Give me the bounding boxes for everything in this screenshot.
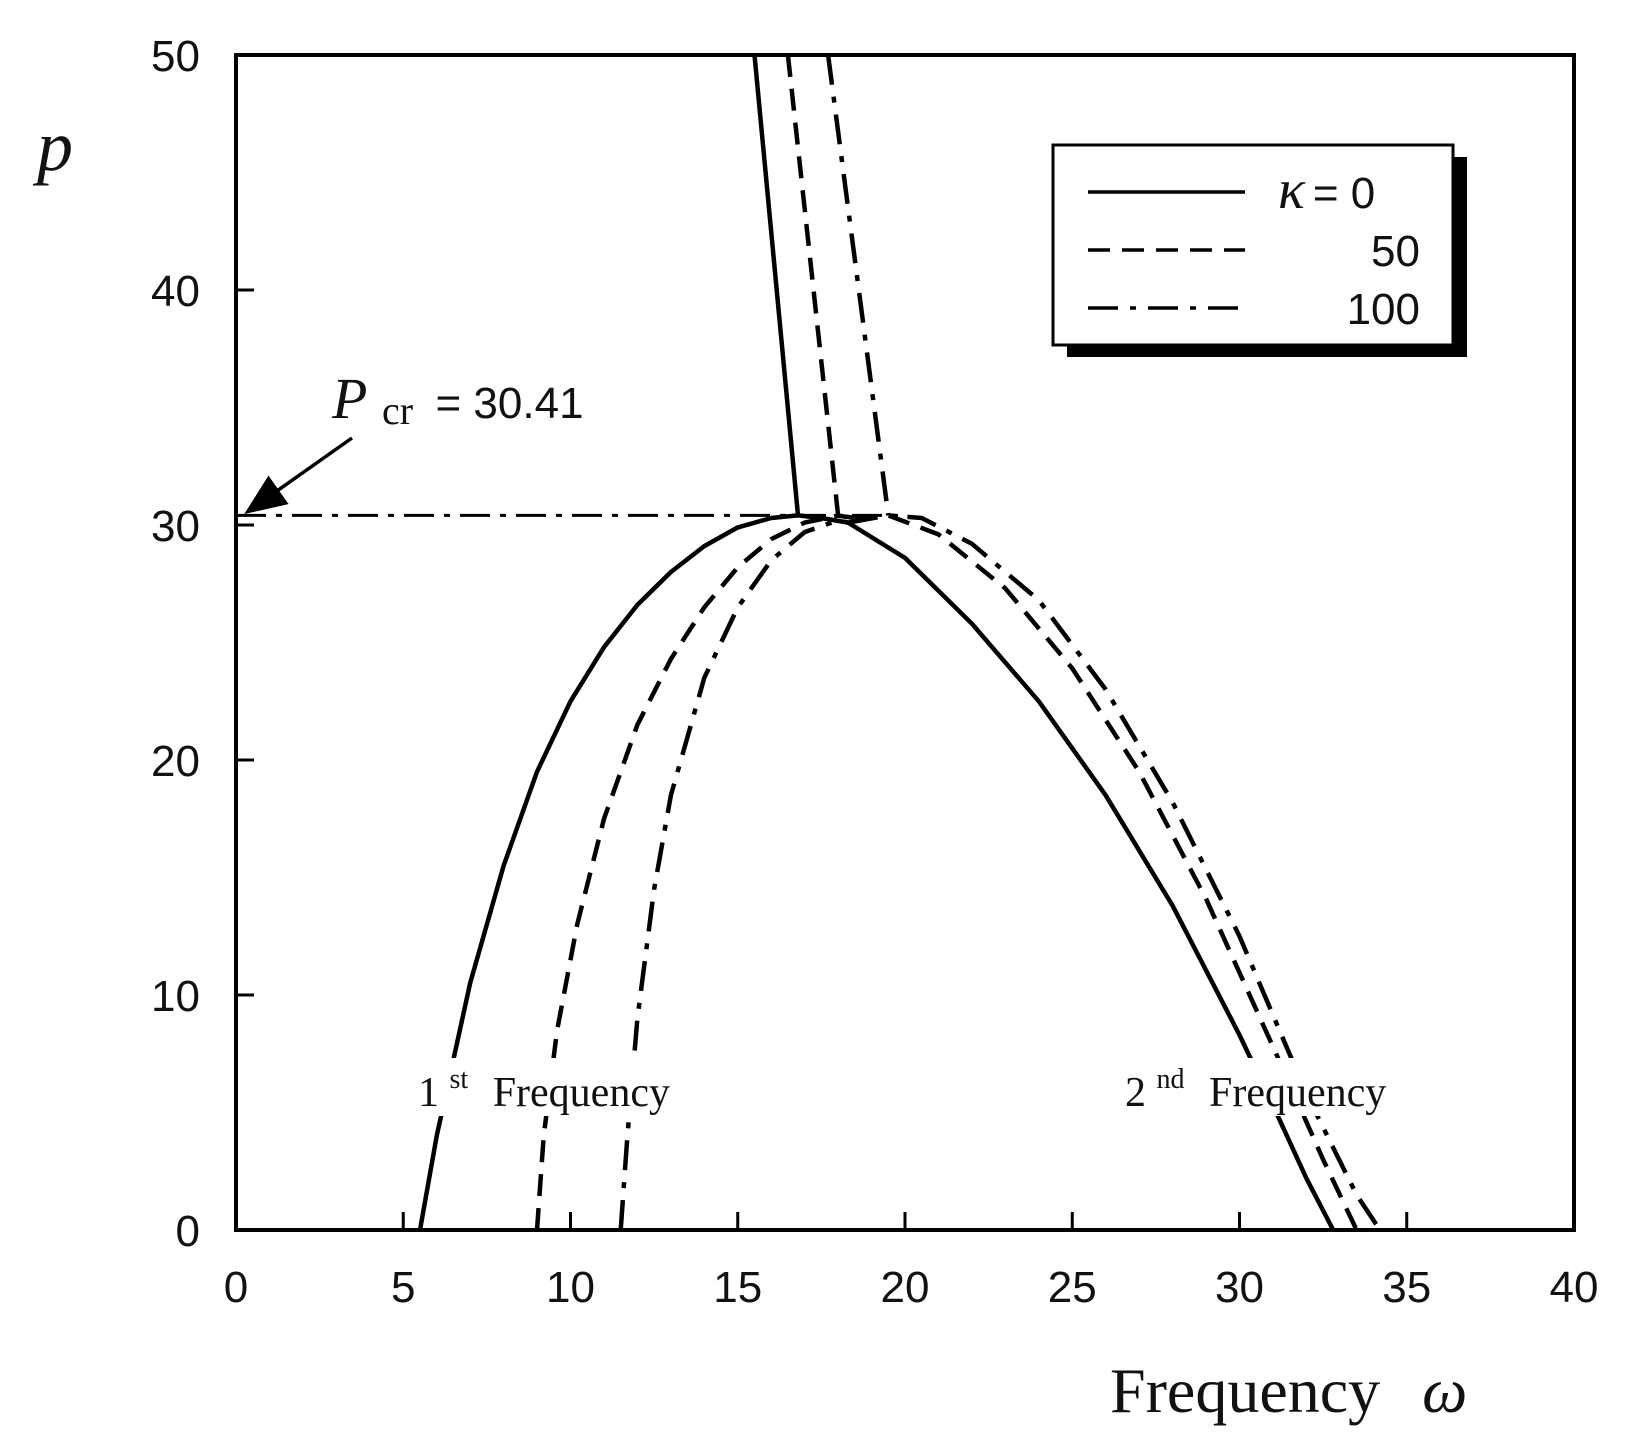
first-frequency-label: 1 st Frequency <box>410 1052 728 1116</box>
series-line-2-branch-1 <box>847 513 1382 1232</box>
y-tick-label: 40 <box>151 267 200 316</box>
x-tick-label: 10 <box>546 1263 595 1312</box>
first-frequency-word: Frequency <box>493 1070 670 1116</box>
x-tick-label: 25 <box>1048 1263 1097 1312</box>
legend: κ = 0 50 100 <box>1051 143 1467 357</box>
x-tick-label: 5 <box>391 1263 415 1312</box>
legend-items: κ = 0 50 100 <box>1088 159 1420 334</box>
y-tick-label: 10 <box>151 972 200 1021</box>
first-frequency-sup: st <box>450 1064 469 1095</box>
series-line-0-branch-0 <box>417 513 849 1231</box>
legend-label-text-0: = 0 <box>1313 169 1375 218</box>
first-frequency-label-bg <box>410 1058 728 1116</box>
series-line-1-branch-0 <box>534 513 856 1231</box>
second-frequency-num: 2 <box>1125 1070 1146 1116</box>
x-axis-title-symbol: ω <box>1422 1355 1467 1426</box>
legend-label-0: κ = 0 <box>1278 159 1375 221</box>
y-axis-title: p <box>32 106 73 186</box>
series-line-0-branch-2 <box>752 54 801 516</box>
pcr-label: P cr = 30.41 <box>331 366 584 437</box>
axis-ticks: 0 5 10 15 20 25 30 35 40 0 10 20 30 40 50 <box>151 32 1598 1312</box>
first-frequency-num: 1 <box>418 1070 439 1116</box>
y-tick-label: 30 <box>151 502 200 551</box>
x-tick-label: 20 <box>881 1263 930 1312</box>
legend-label-2: 100 <box>1347 285 1420 334</box>
svg-text:2 nd Frequency: 2 nd Frequency <box>1125 1052 1386 1116</box>
x-tick-label: 35 <box>1382 1263 1431 1312</box>
x-tick-label: 30 <box>1215 1263 1264 1312</box>
second-frequency-label-bg <box>1118 1058 1448 1116</box>
pcr-value: = 30.41 <box>436 379 584 428</box>
pcr-arrow <box>244 436 354 515</box>
y-tick-label: 0 <box>176 1207 200 1256</box>
series-line-2-branch-2 <box>825 54 891 516</box>
series-line-2-branch-0 <box>618 518 849 1231</box>
x-tick-label: 0 <box>224 1263 248 1312</box>
x-tick-label: 15 <box>713 1263 762 1312</box>
pcr-subscript: cr <box>382 388 413 433</box>
y-tick-label: 50 <box>151 32 200 81</box>
legend-kappa-symbol: κ <box>1278 159 1306 221</box>
legend-label-1: 50 <box>1371 227 1420 276</box>
x-tick-label: 40 <box>1550 1263 1599 1312</box>
second-frequency-word: Frequency <box>1209 1070 1386 1116</box>
second-frequency-sup: nd <box>1157 1064 1185 1095</box>
series-line-1-branch-2 <box>785 54 841 516</box>
second-frequency-label: 2 nd Frequency <box>1118 1052 1448 1116</box>
pcr-symbol: P <box>331 366 367 431</box>
legend-box <box>1051 143 1455 347</box>
x-axis-title-word: Frequency <box>1110 1355 1380 1426</box>
svg-text:1 st Frequency: 1 st Frequency <box>418 1052 670 1116</box>
series-line-0-branch-1 <box>846 520 1336 1232</box>
x-axis-title: Frequency ω <box>1110 1355 1467 1426</box>
y-tick-label: 20 <box>151 737 200 786</box>
